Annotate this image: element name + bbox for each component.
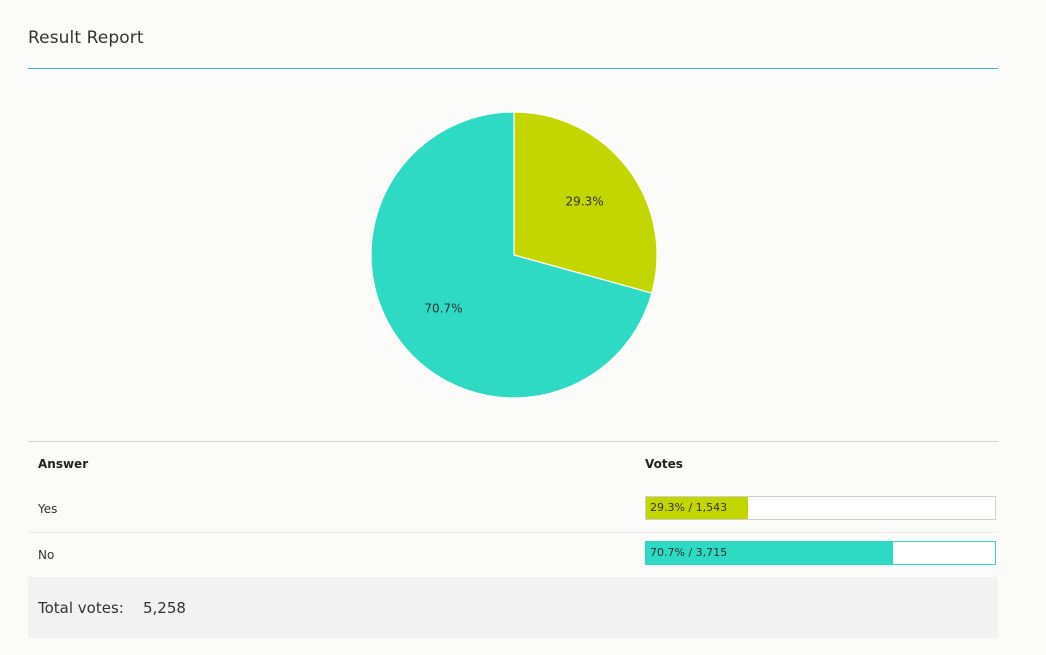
answer-no-label: No bbox=[38, 548, 55, 562]
pie-chart: 29.3% 70.7% bbox=[28, 100, 998, 410]
pie-label-yes: 29.3% bbox=[566, 194, 604, 208]
votes-bar-no: 70.7% / 3,715 bbox=[645, 541, 996, 565]
votes-bar-yes: 29.3% / 1,543 bbox=[645, 496, 996, 520]
total-votes-label: Total votes: bbox=[38, 599, 124, 617]
votes-text-no: 70.7% / 3,715 bbox=[650, 546, 728, 559]
title-divider bbox=[28, 68, 998, 69]
row-divider bbox=[28, 532, 998, 533]
votes-column-header: Votes bbox=[645, 457, 683, 471]
total-votes-box: Total votes: 5,258 bbox=[28, 577, 998, 638]
answer-yes-label: Yes bbox=[38, 502, 58, 516]
page-title: Result Report bbox=[28, 28, 144, 48]
pie-label-no: 70.7% bbox=[424, 302, 462, 316]
votes-text-yes: 29.3% / 1,543 bbox=[650, 501, 728, 514]
votes-bar-fill-yes bbox=[646, 497, 749, 519]
pie-chart-svg: 29.3% 70.7% bbox=[370, 111, 658, 399]
answer-column-header: Answer bbox=[38, 457, 89, 471]
pie-slice-yes bbox=[513, 111, 658, 294]
table-divider bbox=[28, 441, 998, 442]
total-votes-value: 5,258 bbox=[143, 599, 186, 617]
pie-slice-no bbox=[370, 111, 653, 399]
votes-bar-fill-no bbox=[646, 542, 893, 564]
